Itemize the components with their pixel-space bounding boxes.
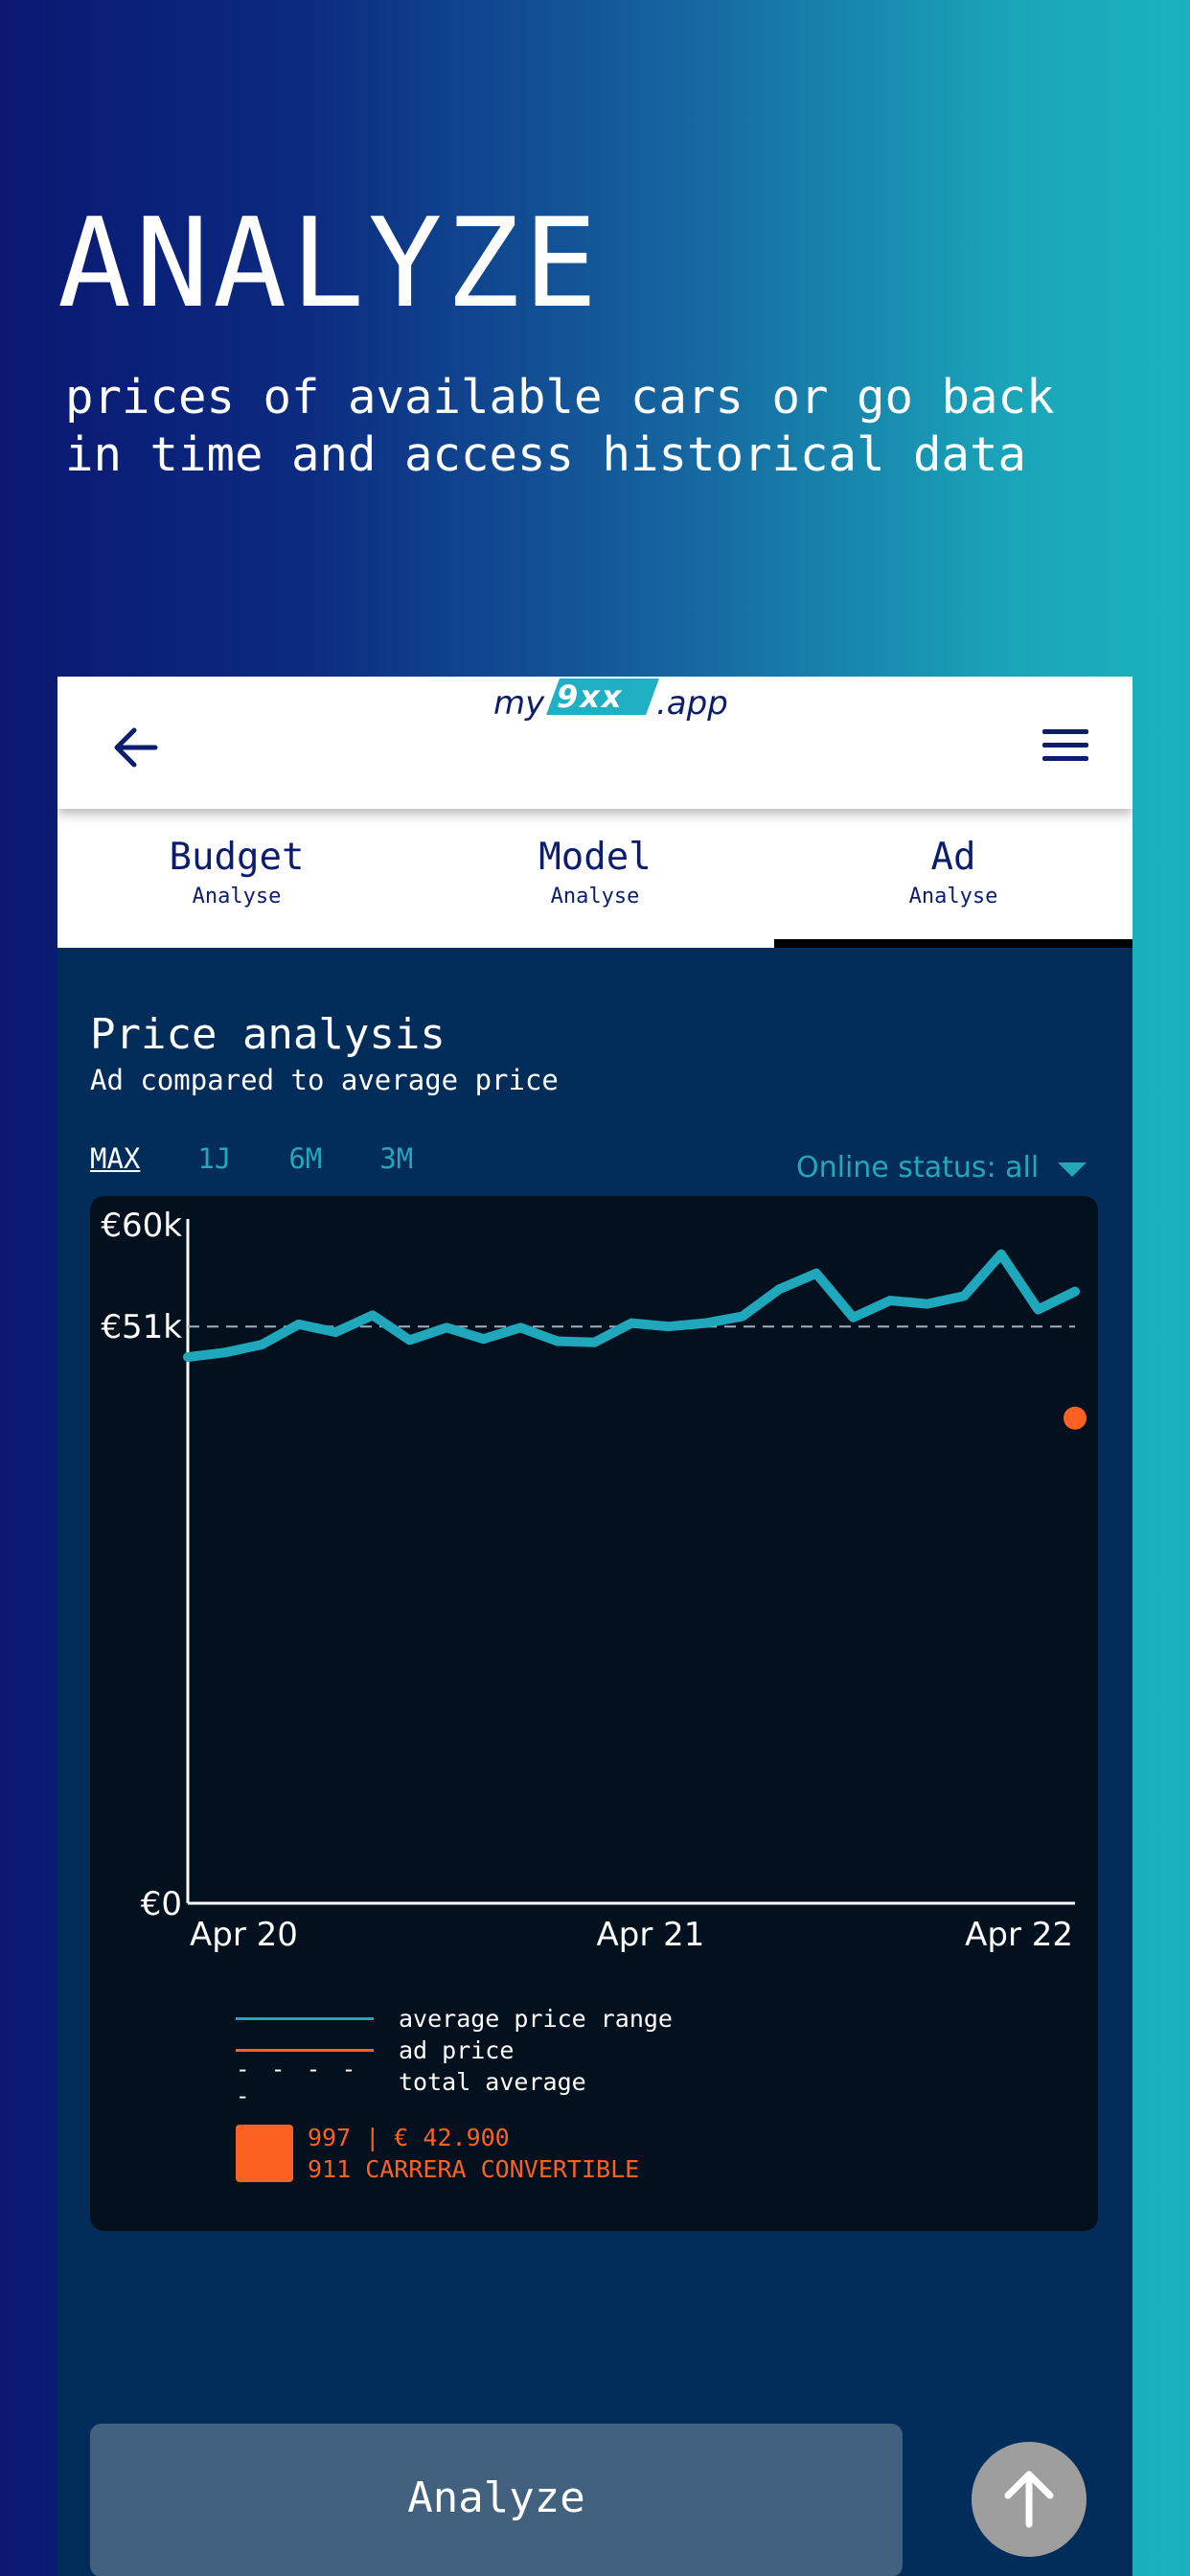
chart-card: €60k €51k €0 Apr 20 Apr 21 Apr 22 average pri… (90, 1196, 1098, 2231)
car-price-line: 997 | € 42.900 (308, 2124, 510, 2151)
range-6m[interactable]: 6M (288, 1142, 323, 1175)
tab-sublabel: Analyse (908, 885, 998, 908)
car-details: 997 | € 42.900 911 CARRERA CONVERTIBLE (308, 2122, 639, 2185)
hero-title: ANALYZE (57, 193, 602, 335)
tab-ad[interactable]: Ad Analyse (774, 809, 1133, 948)
menu-button[interactable] (1039, 722, 1092, 770)
legend-swatch-average (236, 2017, 374, 2020)
arrow-left-icon (114, 727, 158, 768)
tab-sublabel: Analyse (192, 885, 282, 908)
legend-item: average price range (236, 2003, 673, 2035)
legend-label: ad price (399, 2036, 515, 2064)
legend-item: - - - - - total average (236, 2056, 673, 2109)
legend-dash: - - - - - (236, 2055, 360, 2109)
hamburger-menu-icon (1042, 729, 1088, 761)
logo-prefix: my (493, 684, 545, 723)
y-tick-label: €60k (101, 1207, 182, 1245)
tab-sublabel: Analyse (550, 885, 640, 908)
analysis-tabs: Budget Analyse Model Analyse Ad Analyse (57, 809, 1133, 948)
chart-legend: average price range ad price - - - - - t… (236, 2003, 673, 2109)
average-price-series-line (183, 1249, 1080, 1363)
logo-suffix: .app (656, 684, 728, 723)
x-tick-label: Apr 22 (965, 1916, 1073, 1954)
y-tick-label: €0 (141, 1885, 182, 1923)
arrow-up-icon (1004, 2471, 1054, 2528)
online-status-label: Online status: all (796, 1151, 1040, 1184)
legend-item: ad price (236, 2035, 673, 2066)
analyze-button[interactable]: Analyze (90, 2424, 903, 2576)
tab-label: Ad (930, 836, 976, 879)
scroll-top-button[interactable] (972, 2442, 1087, 2557)
x-tick-label: Apr 20 (190, 1916, 298, 1954)
ad-price-point (1064, 1406, 1087, 1430)
app-logo: my 9xx .app (493, 677, 728, 724)
y-tick-label: €51k (101, 1308, 182, 1346)
range-3m[interactable]: 3M (379, 1142, 414, 1175)
caret-down-icon (1058, 1162, 1087, 1177)
tab-label: Budget (169, 836, 305, 879)
car-model-line: 911 CARRERA CONVERTIBLE (308, 2155, 640, 2183)
phone-screen: my 9xx .app Budget Analyse Model Analyse… (57, 677, 1133, 2576)
tab-budget[interactable]: Budget Analyse (57, 809, 416, 948)
car-color-swatch (236, 2125, 293, 2182)
section-title: Price analysis (90, 1010, 446, 1059)
x-tick-label: Apr 21 (597, 1916, 705, 1954)
app-bar: my 9xx .app (57, 677, 1133, 809)
legend-swatch-ad (236, 2049, 374, 2052)
section-subtitle: Ad compared to average price (90, 1064, 559, 1096)
legend-label: average price range (399, 2005, 673, 2033)
car-info: 997 | € 42.900 911 CARRERA CONVERTIBLE (236, 2122, 639, 2185)
hero-subtitle: prices of available cars or go back in t… (65, 370, 1055, 482)
logo-highlight: 9xx (557, 678, 624, 715)
legend-label: total average (399, 2068, 586, 2096)
range-1j[interactable]: 1J (197, 1142, 232, 1175)
online-status-dropdown[interactable]: Online status: all (796, 1151, 1087, 1184)
range-max[interactable]: MAX (90, 1142, 141, 1175)
back-button[interactable] (107, 719, 165, 776)
tab-label: Model (538, 836, 652, 879)
tab-model[interactable]: Model Analyse (416, 809, 774, 948)
time-range-selector: MAX 1J 6M 3M (90, 1142, 413, 1175)
